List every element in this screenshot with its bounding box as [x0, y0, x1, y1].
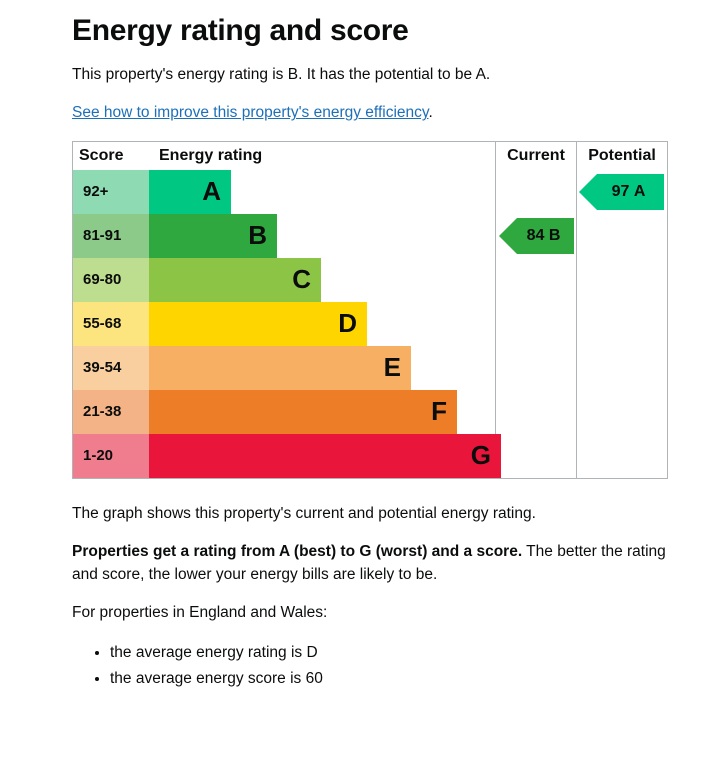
intro-text: This property's energy rating is B. It h… — [72, 64, 686, 86]
improvement-link[interactable]: See how to improve this property's energ… — [72, 104, 428, 121]
potential-rating-tag: 97 A — [597, 174, 664, 210]
score-range-g: 1-20 — [73, 434, 149, 478]
chart-caption: The graph shows this property's current … — [72, 503, 686, 525]
rating-bar-d: D — [149, 302, 367, 346]
chart-body: 92+A81-91B69-80C55-68D39-54E21-38F1-20G 8… — [73, 170, 667, 478]
improvement-link-text: See how to improve this property's energ… — [72, 104, 428, 121]
explanation: Properties get a rating from A (best) to… — [72, 541, 686, 586]
current-rating-tag: 84 B — [517, 218, 574, 254]
page-title: Energy rating and score — [72, 14, 686, 48]
score-range-d: 55-68 — [73, 302, 149, 346]
rating-bar-e: E — [149, 346, 411, 390]
score-range-c: 69-80 — [73, 258, 149, 302]
current-column — [495, 170, 576, 478]
improvement-link-wrapper: See how to improve this property's energ… — [72, 102, 686, 124]
column-dividers — [495, 170, 667, 478]
list-item: the average energy score is 60 — [110, 667, 686, 691]
energy-rating-chart: Score Energy rating Current Potential 92… — [72, 141, 668, 479]
header-current: Current — [495, 142, 576, 170]
score-range-a: 92+ — [73, 170, 149, 214]
rating-bar-c: C — [149, 258, 321, 302]
chart-headers: Score Energy rating Current Potential — [73, 142, 667, 170]
list-item: the average energy rating is D — [110, 641, 686, 665]
rating-bar-f: F — [149, 390, 457, 434]
potential-column — [576, 170, 667, 478]
rating-bar-g: G — [149, 434, 501, 478]
header-rating: Energy rating — [155, 142, 495, 170]
averages-list: the average energy rating is Dthe averag… — [72, 641, 686, 691]
score-range-b: 81-91 — [73, 214, 149, 258]
header-score: Score — [73, 142, 155, 170]
score-range-f: 21-38 — [73, 390, 149, 434]
header-potential: Potential — [576, 142, 667, 170]
rating-bar-a: A — [149, 170, 231, 214]
score-range-e: 39-54 — [73, 346, 149, 390]
england-wales-intro: For properties in England and Wales: — [72, 602, 686, 624]
rating-bar-b: B — [149, 214, 277, 258]
explanation-bold: Properties get a rating from A (best) to… — [72, 543, 522, 560]
